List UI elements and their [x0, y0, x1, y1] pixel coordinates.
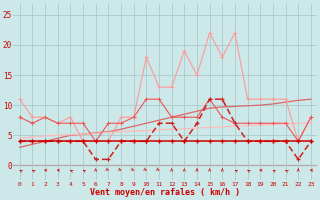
X-axis label: Vent moyen/en rafales ( km/h ): Vent moyen/en rafales ( km/h ) [90, 188, 240, 197]
